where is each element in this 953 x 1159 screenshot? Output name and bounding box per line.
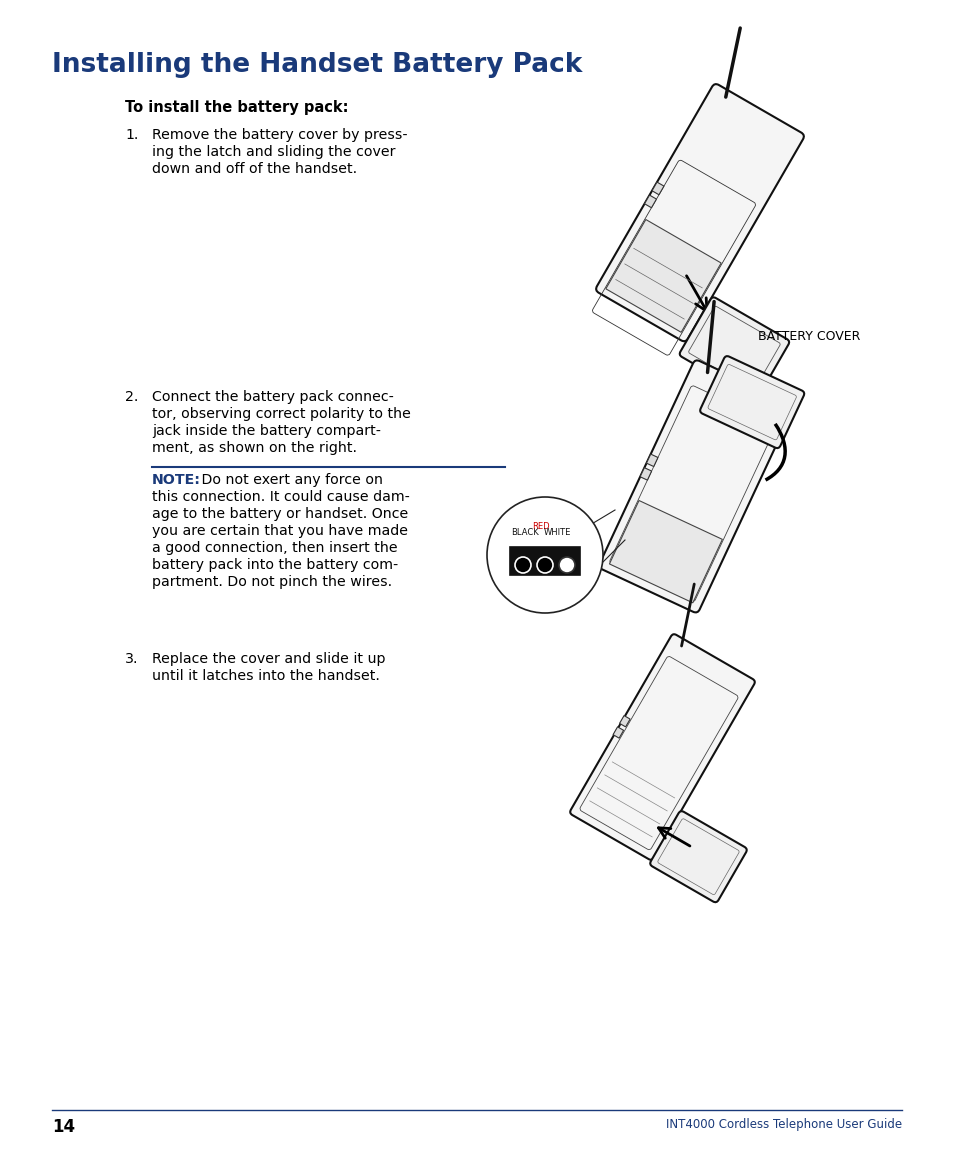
Text: Replace the cover and slide it up: Replace the cover and slide it up (152, 653, 385, 666)
Bar (605, 219, 720, 333)
Text: partment. Do not pinch the wires.: partment. Do not pinch the wires. (152, 575, 392, 589)
Text: ment, as shown on the right.: ment, as shown on the right. (152, 442, 356, 455)
Text: To install the battery pack:: To install the battery pack: (125, 100, 348, 115)
Bar (639, 468, 651, 480)
Bar (618, 715, 630, 727)
Circle shape (537, 557, 553, 573)
FancyBboxPatch shape (596, 85, 803, 341)
Text: Do not exert any force on: Do not exert any force on (196, 473, 382, 487)
Text: down and off of the handset.: down and off of the handset. (152, 162, 356, 176)
Text: battery pack into the battery com-: battery pack into the battery com- (152, 557, 397, 573)
FancyArrowPatch shape (658, 828, 689, 846)
Bar (651, 182, 663, 195)
FancyBboxPatch shape (570, 634, 754, 860)
Text: tor, observing correct polarity to the: tor, observing correct polarity to the (152, 407, 411, 421)
FancyBboxPatch shape (650, 811, 746, 902)
Text: a good connection, then insert the: a good connection, then insert the (152, 541, 397, 555)
Text: 14: 14 (52, 1118, 75, 1136)
Bar (609, 501, 721, 603)
Text: WHITE: WHITE (543, 529, 571, 537)
Circle shape (515, 557, 531, 573)
Bar (613, 727, 623, 738)
Text: 2.: 2. (125, 389, 138, 404)
Circle shape (486, 497, 602, 613)
Circle shape (558, 557, 575, 573)
Text: BLACK: BLACK (511, 529, 538, 537)
Bar (644, 195, 656, 207)
Text: INT4000 Cordless Telephone User Guide: INT4000 Cordless Telephone User Guide (665, 1118, 901, 1131)
FancyBboxPatch shape (679, 298, 788, 399)
Text: until it latches into the handset.: until it latches into the handset. (152, 669, 379, 683)
FancyArrowPatch shape (686, 276, 706, 312)
Text: BATTERY COVER: BATTERY COVER (757, 330, 859, 343)
Text: Connect the battery pack connec-: Connect the battery pack connec- (152, 389, 394, 404)
Text: you are certain that you have made: you are certain that you have made (152, 524, 408, 538)
Text: 3.: 3. (125, 653, 138, 666)
Text: RED: RED (532, 522, 549, 531)
Text: this connection. It could cause dam-: this connection. It could cause dam- (152, 490, 410, 504)
Text: Remove the battery cover by press-: Remove the battery cover by press- (152, 127, 407, 143)
Text: NOTE:: NOTE: (152, 473, 201, 487)
FancyBboxPatch shape (700, 356, 803, 449)
Text: 1.: 1. (125, 127, 138, 143)
Bar (510, 547, 579, 575)
Text: Installing the Handset Battery Pack: Installing the Handset Battery Pack (52, 52, 581, 78)
Text: age to the battery or handset. Once: age to the battery or handset. Once (152, 506, 408, 522)
Text: ing the latch and sliding the cover: ing the latch and sliding the cover (152, 145, 395, 159)
FancyBboxPatch shape (598, 360, 793, 612)
Bar (646, 454, 658, 467)
Text: jack inside the battery compart-: jack inside the battery compart- (152, 424, 380, 438)
